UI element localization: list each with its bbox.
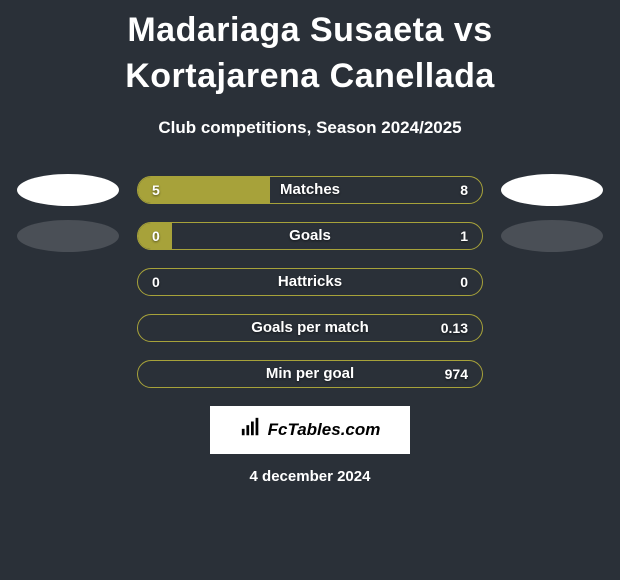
page-title: Madariaga Susaeta vs Kortajarena Canella…: [0, 8, 620, 100]
player-left-marker: [17, 220, 119, 252]
logo-text: FcTables.com: [268, 420, 381, 440]
stat-bar: 58Matches: [137, 176, 483, 204]
stat-row: 01Goals: [0, 222, 620, 250]
comparison-card: Madariaga Susaeta vs Kortajarena Canella…: [0, 0, 620, 485]
player-right-marker: [501, 220, 603, 252]
stat-label: Hattricks: [138, 269, 482, 295]
stat-row: 0.13Goals per match: [0, 314, 620, 342]
date-label: 4 december 2024: [0, 468, 620, 485]
stat-bar: 01Goals: [137, 222, 483, 250]
stat-label: Min per goal: [138, 361, 482, 387]
player-right-marker: [501, 174, 603, 206]
stat-rows: 58Matches 01Goals 00Hattricks 0.13Goals per…: [0, 176, 620, 388]
stat-label: Goals: [138, 223, 482, 249]
stat-label: Goals per match: [138, 315, 482, 341]
stat-row: 974Min per goal: [0, 360, 620, 388]
subtitle: Club competitions, Season 2024/2025: [0, 118, 620, 138]
bar-chart-icon: [240, 416, 262, 443]
stat-row: 00Hattricks: [0, 268, 620, 296]
stat-bar: 974Min per goal: [137, 360, 483, 388]
player-left-marker: [17, 174, 119, 206]
stat-row: 58Matches: [0, 176, 620, 204]
stat-label: Matches: [138, 177, 482, 203]
stat-bar: 0.13Goals per match: [137, 314, 483, 342]
logo-badge: FcTables.com: [210, 406, 410, 454]
stat-bar: 00Hattricks: [137, 268, 483, 296]
